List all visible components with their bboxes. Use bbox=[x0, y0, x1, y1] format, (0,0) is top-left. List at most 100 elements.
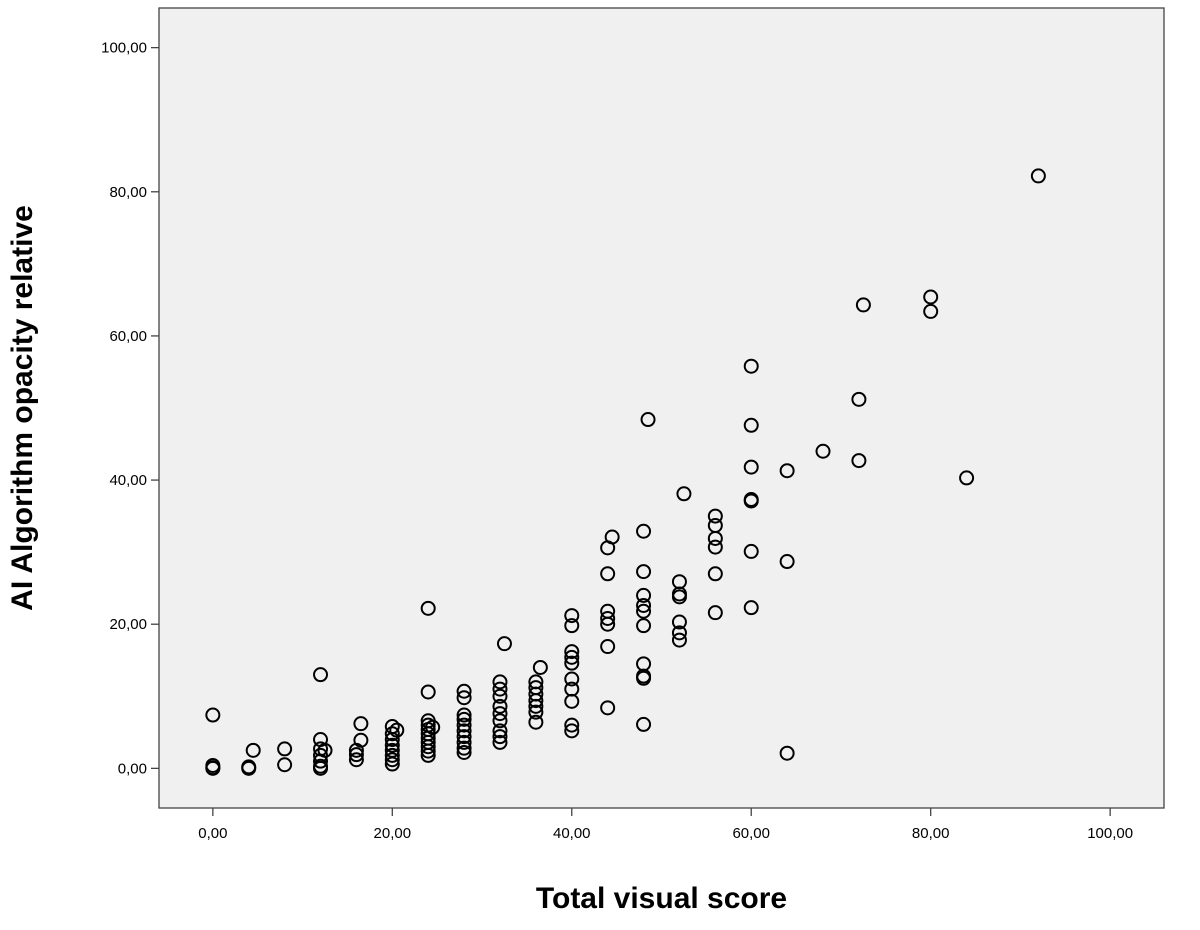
data-point bbox=[636, 670, 652, 686]
data-point bbox=[353, 716, 369, 732]
data-point bbox=[671, 632, 687, 648]
data-point bbox=[779, 745, 795, 761]
data-point bbox=[636, 523, 652, 539]
axis-ticks: 0,00 20,00 40,00 60,00 80,00 100,00 0,00 20,00 4… bbox=[101, 40, 1133, 842]
data-point bbox=[600, 639, 616, 655]
data-point bbox=[420, 600, 436, 616]
data-point bbox=[456, 740, 472, 756]
data-point bbox=[420, 739, 436, 755]
data-point bbox=[456, 729, 472, 745]
data-point bbox=[1030, 168, 1046, 184]
data-point bbox=[492, 698, 508, 714]
data-point bbox=[425, 719, 441, 735]
data-point bbox=[707, 605, 723, 621]
data-point bbox=[743, 493, 759, 509]
data-point bbox=[743, 459, 759, 475]
data-point bbox=[564, 693, 580, 709]
data-point bbox=[492, 729, 508, 745]
data-point bbox=[564, 655, 580, 671]
data-point bbox=[743, 600, 759, 616]
data-points bbox=[205, 168, 1046, 776]
data-point bbox=[384, 756, 400, 772]
x-tick-label: 80,00 bbox=[912, 825, 950, 842]
data-point bbox=[528, 714, 544, 730]
data-point bbox=[532, 659, 548, 675]
x-tick-label: 100,00 bbox=[1087, 825, 1133, 842]
data-point bbox=[389, 722, 405, 738]
plot-area bbox=[158, 7, 1165, 809]
data-point bbox=[277, 741, 293, 757]
data-point bbox=[779, 463, 795, 479]
data-point bbox=[564, 671, 580, 687]
data-point bbox=[564, 608, 580, 624]
y-tick-label: 80,00 bbox=[109, 184, 147, 201]
data-point bbox=[456, 683, 472, 699]
y-tick-label: 60,00 bbox=[109, 328, 147, 345]
data-point bbox=[640, 412, 656, 428]
data-point bbox=[456, 707, 472, 723]
data-point bbox=[564, 644, 580, 660]
data-point bbox=[564, 723, 580, 739]
data-point bbox=[348, 752, 364, 768]
data-point bbox=[528, 698, 544, 714]
x-axis-title: Total visual score bbox=[536, 882, 787, 915]
data-point bbox=[277, 757, 293, 773]
data-point bbox=[384, 737, 400, 753]
data-point bbox=[456, 745, 472, 761]
data-point bbox=[743, 543, 759, 559]
data-point bbox=[456, 717, 472, 733]
data-point bbox=[564, 717, 580, 733]
data-point bbox=[496, 636, 512, 652]
data-point bbox=[636, 603, 652, 619]
x-tick-label: 0,00 bbox=[198, 825, 227, 842]
data-point bbox=[384, 747, 400, 763]
data-point bbox=[707, 566, 723, 582]
x-tick-label: 40,00 bbox=[553, 825, 591, 842]
data-point bbox=[456, 711, 472, 727]
data-point bbox=[564, 618, 580, 634]
data-point bbox=[528, 704, 544, 720]
data-point bbox=[604, 529, 620, 545]
data-point bbox=[636, 564, 652, 580]
data-point bbox=[353, 732, 369, 748]
data-point bbox=[636, 597, 652, 613]
data-point bbox=[492, 674, 508, 690]
data-point bbox=[492, 713, 508, 729]
data-point bbox=[600, 566, 616, 582]
y-tick-label: 40,00 bbox=[109, 472, 147, 489]
data-point bbox=[676, 486, 692, 502]
data-point bbox=[564, 649, 580, 665]
data-point bbox=[600, 610, 616, 626]
data-point bbox=[456, 734, 472, 750]
data-point bbox=[456, 723, 472, 739]
data-point bbox=[959, 470, 975, 486]
data-point bbox=[743, 358, 759, 374]
y-tick-label: 20,00 bbox=[109, 616, 147, 633]
data-point bbox=[420, 747, 436, 763]
data-point bbox=[779, 554, 795, 570]
data-point bbox=[671, 589, 687, 605]
data-point bbox=[528, 693, 544, 709]
data-point bbox=[492, 681, 508, 697]
data-point bbox=[671, 614, 687, 630]
data-point bbox=[313, 760, 329, 776]
data-point bbox=[707, 539, 723, 555]
data-point bbox=[205, 707, 221, 723]
x-tick-label: 60,00 bbox=[732, 825, 770, 842]
data-point bbox=[743, 417, 759, 433]
y-tick-label: 100,00 bbox=[101, 40, 147, 57]
data-point bbox=[348, 747, 364, 763]
data-point bbox=[241, 760, 257, 776]
data-point bbox=[923, 289, 939, 305]
x-tick-label: 20,00 bbox=[374, 825, 412, 842]
data-point bbox=[671, 625, 687, 641]
data-point bbox=[492, 706, 508, 722]
data-point bbox=[492, 723, 508, 739]
data-point bbox=[420, 684, 436, 700]
data-point bbox=[707, 530, 723, 546]
data-point bbox=[815, 443, 831, 459]
data-point bbox=[636, 587, 652, 603]
data-point bbox=[205, 760, 221, 776]
data-point bbox=[317, 742, 333, 758]
